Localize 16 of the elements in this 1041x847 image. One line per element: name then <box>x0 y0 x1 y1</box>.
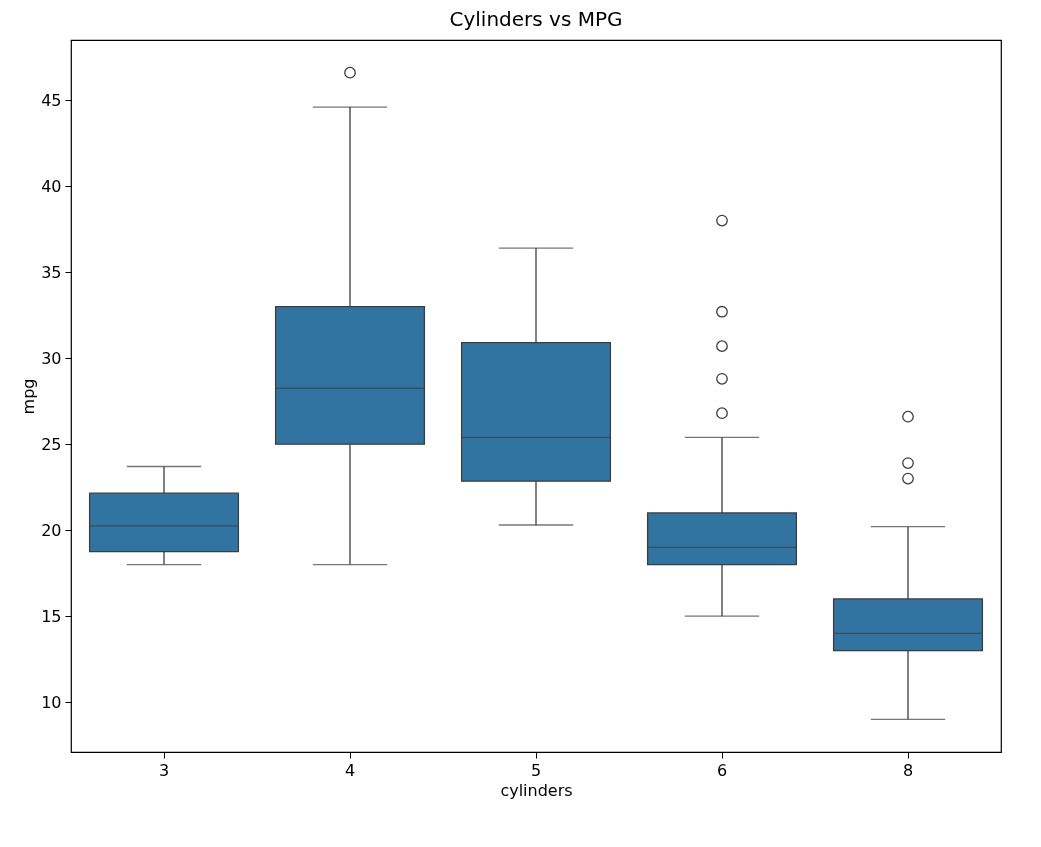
x-tick-label: 8 <box>902 760 914 780</box>
y-tick-label: 15 <box>41 606 62 626</box>
chart-title: Cylinders vs MPG <box>449 7 623 31</box>
x-tick-label: 4 <box>344 760 356 780</box>
y-tick-label: 10 <box>41 692 62 712</box>
y-tick-label: 35 <box>41 262 62 282</box>
x-tick-label: 5 <box>530 760 542 780</box>
y-tick-label: 25 <box>41 434 62 454</box>
y-tick-label: 45 <box>41 90 62 110</box>
x-axis-title: cylinders <box>500 780 573 800</box>
y-tick-label: 20 <box>41 520 62 540</box>
y-tick-label: 40 <box>41 176 62 196</box>
x-tick-label: 3 <box>158 760 170 780</box>
x-tick-label: 6 <box>716 760 728 780</box>
y-axis-title: mpg <box>19 378 39 415</box>
y-tick-label: 30 <box>41 348 62 368</box>
